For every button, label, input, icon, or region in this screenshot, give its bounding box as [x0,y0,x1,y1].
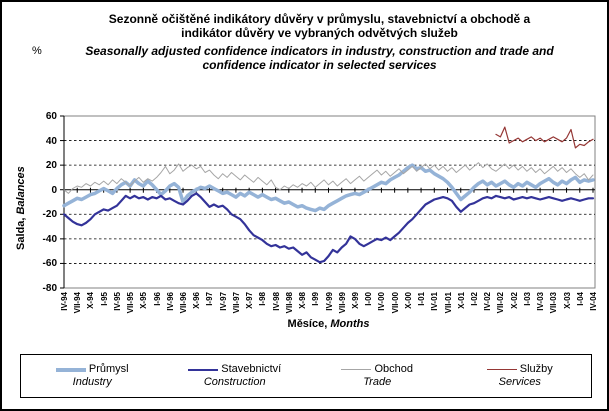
legend-label-english-construction: Construction [203,376,266,388]
x-axis-tick-label: I-97 [205,292,215,306]
x-axis-tick-label: IV-95 [112,292,122,311]
x-axis-tick-label: I-01 [417,292,427,306]
percent-unit-label: % [32,45,42,57]
x-axis-tick-label: VII-00 [390,292,400,314]
legend-item-trade: Obchod Trade [306,363,449,389]
legend-line-swatch-construction [188,368,219,371]
legend-item-services: Služby Services [449,363,592,389]
plot-area [63,115,596,289]
x-axis-title-czech: Měsíce, [287,318,328,330]
legend-label-czech-industry: Průmysl [88,363,129,375]
x-axis-tick-label: IV-01 [430,292,440,311]
y-axis-tick-label: 0 [51,184,57,196]
x-axis-tick-label: IV-94 [60,292,69,311]
x-axis-tick-label: VII-97 [231,292,241,314]
legend-item-construction: Stavebnictví Construction [164,363,307,389]
x-axis-tick-label: X-02 [509,292,519,309]
x-axis-tick-label: X-96 [192,292,202,309]
x-axis-tick-label: I-03 [522,292,532,306]
chart-title-czech-line1: Sezonně očištěné indikátory důvěry v prů… [108,12,531,26]
chart-title-english-line2: confidence indicator in selected service… [202,58,437,72]
y-axis-tick-label: -80 [42,283,57,294]
chart-title-english-line1: Seasonally adjusted confidence indicator… [85,44,554,58]
x-axis-tick-label: IV-97 [218,292,228,311]
legend-line-swatch-trade [341,369,372,370]
x-axis-tick-label: X-94 [86,292,96,309]
x-axis-tick-label: X-97 [245,292,255,309]
x-axis-tick-label: VII-99 [337,292,347,314]
legend-line-swatch-industry [55,367,86,372]
x-axis-tick-label: IV-00 [377,292,387,311]
x-axis-tick-label: I-95 [99,292,109,306]
chart-title-czech-line2: indikátor důvěry ve vybraných odvětvých … [181,26,458,40]
y-axis-tick-label: 40 [45,135,57,147]
x-axis-tick-label: I-99 [311,292,321,306]
x-axis-tick-label: I-00 [364,292,374,306]
legend-label-czech-services: Služby [519,363,553,375]
x-axis-tick-label: IV-02 [483,292,493,311]
x-axis-tick-label: I-98 [258,292,268,306]
x-axis-tick-label: I-96 [152,292,162,306]
x-axis-tick-label: X-01 [456,292,466,309]
legend-label-english-services: Services [498,376,541,388]
legend-label-czech-construction: Stavebnictví [221,363,282,375]
x-axis-tick-label: IV-96 [165,292,175,311]
x-axis-tick-label: IV-04 [589,292,598,311]
x-axis-tick-label: X-00 [403,292,413,309]
x-axis-title: Měsíce, Months [64,318,593,330]
legend-label-english-industry: Industry [72,376,112,388]
construction-series-line [62,192,595,264]
legend-label-english-trade: Trade [363,376,392,388]
x-axis-tick-label: VII-02 [496,292,506,314]
x-axis-tick-label: VII-95 [126,292,136,314]
x-axis-title-english: Months [330,318,370,330]
x-axis-tick-label: X-03 [562,292,572,309]
x-axis-tick-label: IV-98 [271,292,281,311]
x-axis-tick-label: I-02 [469,292,479,306]
x-axis-tick-label: VII-96 [179,292,189,314]
y-axis-tick-label: -60 [42,258,57,270]
y-axis-tick-label: -40 [42,233,57,245]
x-axis-tick-label: VII-94 [73,292,83,314]
x-axis-tick-label: X-98 [298,292,308,309]
y-axis-tick-label: 20 [45,160,57,172]
legend-item-industry: Průmysl Industry [21,363,164,389]
x-axis-tick-label: X-99 [350,292,360,309]
y-axis-tick-label: -20 [42,209,57,221]
y-axis-tick-label: 60 [45,111,57,122]
x-axis-tick-label: IV-03 [536,292,546,311]
legend-label-czech-trade: Obchod [374,363,414,375]
x-axis-tick-label: VII-98 [284,292,294,314]
x-axis-tick-label: IV-99 [324,292,334,311]
x-axis-tick-label: I-04 [575,292,585,306]
legend: Průmysl Industry Stavebnictví Construction O… [20,354,592,398]
trade-series-line [63,162,594,194]
legend-line-swatch-services [486,369,517,370]
services-series-line [495,126,594,149]
industry-series-line [62,163,595,213]
x-axis-tick-label: X-95 [139,292,149,309]
x-axis-tick-label: VII-01 [443,292,453,314]
x-axis-tick-label: VII-03 [549,292,559,314]
